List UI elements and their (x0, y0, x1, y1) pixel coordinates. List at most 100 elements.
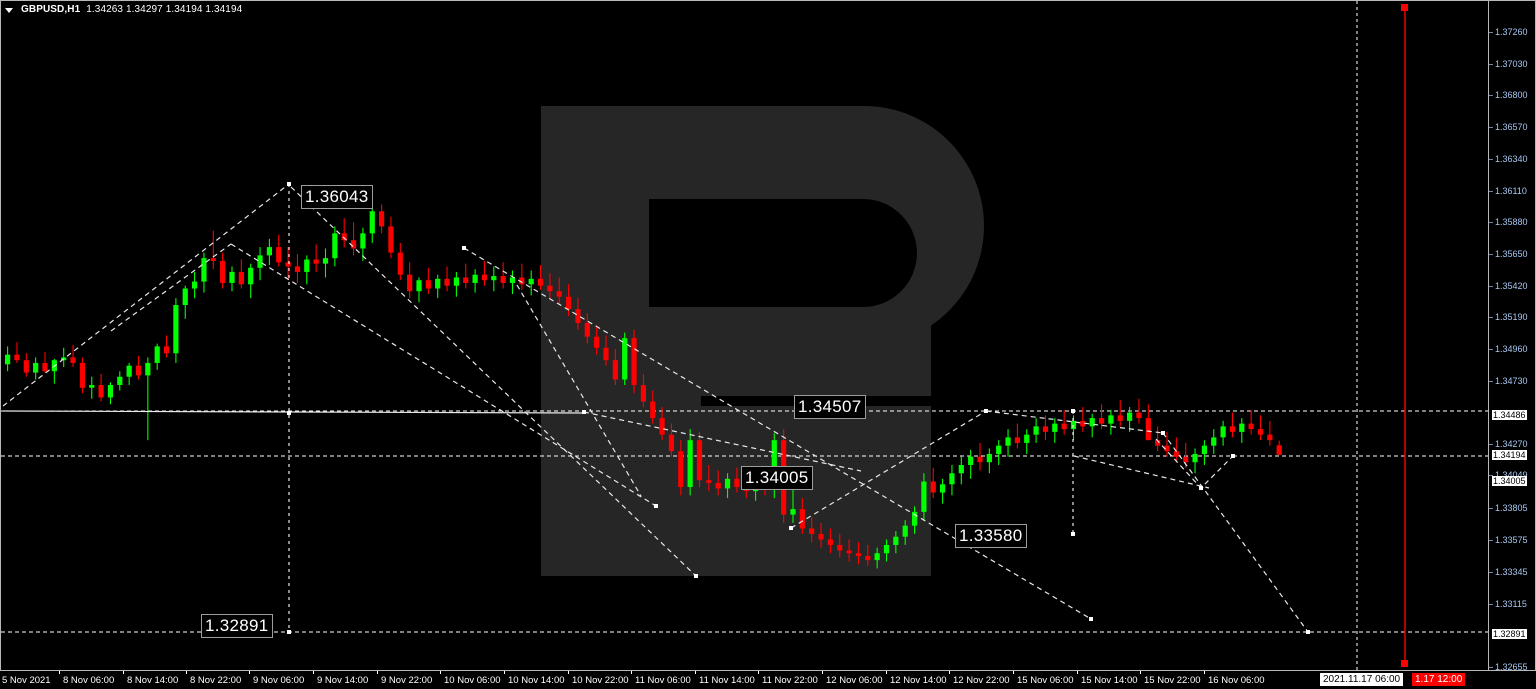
marker-handle-top (1401, 4, 1408, 11)
candle-body (1183, 456, 1189, 463)
candle-body (1220, 426, 1226, 438)
candle-body (322, 258, 329, 264)
time-tick-16: 15 Nov 06:00 (1017, 675, 1074, 686)
candle-body (220, 260, 226, 283)
candle-body (42, 362, 48, 372)
candle-body (210, 258, 216, 261)
time-axis[interactable]: 5 Nov 2021 8 Nov 06:00 8 Nov 14:00 8 Nov 22… (0, 671, 1536, 689)
candle-body (481, 274, 488, 281)
candle-body (1267, 434, 1273, 441)
candle-body (33, 362, 39, 373)
price-tick-136800: 1.36800 (1495, 90, 1528, 101)
candle-body (117, 376, 123, 386)
time-tick-mark (822, 671, 823, 674)
candle-body (285, 262, 291, 267)
candle-body (341, 233, 347, 241)
candle-body (425, 280, 431, 289)
candle-body (266, 247, 272, 256)
time-tick-2: 8 Nov 14:00 (127, 675, 179, 686)
candle-body (986, 453, 992, 463)
crosshair-cursor[interactable] (1, 1, 1489, 671)
price-tick-134730: 1.34730 (1495, 375, 1528, 386)
candle-body (276, 247, 282, 263)
candle-body (70, 357, 76, 363)
time-tick-mark (695, 671, 696, 674)
candle-body (1229, 426, 1236, 432)
time-tick-mark (313, 671, 314, 674)
candle-body (154, 346, 160, 363)
price-tick-mark (1489, 254, 1493, 255)
price-tick-mark (1489, 190, 1493, 192)
candle-body (350, 240, 357, 249)
price-tick-134270: 1.34270 (1495, 439, 1528, 450)
price-axis[interactable]: 1.37260 1.37030 1.36800 1.36570 1.36340 1.361… (1489, 0, 1536, 672)
candle-body (332, 233, 338, 259)
price-tick-132891: 1.32891 (1492, 629, 1527, 640)
candle-body (1108, 415, 1114, 424)
annotation-swing-low[interactable]: 1.32891 (201, 614, 273, 638)
candle-body (304, 259, 310, 272)
price-tick-mark (1489, 349, 1493, 351)
candle-body (1211, 437, 1217, 446)
price-tick-133575: 1.33575 (1495, 535, 1528, 546)
candle-body (5, 354, 11, 365)
candle-body (379, 211, 385, 227)
candle-body (248, 267, 254, 285)
trendline-downtrend-mid (290, 186, 697, 577)
time-tick-13: 12 Nov 06:00 (826, 675, 883, 686)
price-tick-136570: 1.36570 (1495, 122, 1528, 133)
time-tick-4: 9 Nov 06:00 (253, 675, 305, 686)
annotation-resistance[interactable]: 1.34507 (794, 395, 866, 419)
price-tick-mark (1489, 571, 1493, 573)
price-tick-mark (1489, 380, 1493, 382)
candle-body (163, 346, 170, 354)
time-tick-15: 12 Nov 22:00 (953, 675, 1010, 686)
candle-body (369, 211, 375, 234)
price-tick-137030: 1.37030 (1495, 58, 1528, 69)
candle-body (23, 360, 29, 373)
candle-body (173, 305, 179, 354)
candle-body (435, 278, 441, 289)
candle-body (126, 365, 132, 377)
annotation-target[interactable]: 1.33580 (955, 524, 1027, 548)
candle-body (1155, 440, 1161, 446)
time-tick-7: 10 Nov 06:00 (444, 675, 501, 686)
candle-body (397, 252, 403, 275)
candle-body (407, 274, 413, 292)
candle-body (107, 385, 114, 398)
time-tick-8: 10 Nov 14:00 (508, 675, 565, 686)
price-tick-mark (1489, 32, 1493, 33)
candle-body (1164, 445, 1170, 452)
price-tick-137260: 1.37260 (1495, 27, 1528, 37)
candle-body (294, 266, 301, 272)
candle-body (145, 362, 151, 376)
trendline-uptrend-upper (110, 243, 232, 332)
price-tick-136340: 1.36340 (1495, 153, 1528, 164)
price-tick-135420: 1.35420 (1495, 280, 1528, 291)
chart-symbol-header: GBPUSD,H1 1.34263 1.34297 1.34194 1.3419… (5, 4, 242, 16)
price-tick-134005: 1.34005 (1492, 475, 1527, 486)
symbol-label: GBPUSD,H1 (21, 4, 81, 15)
time-tick-10: 11 Nov 06:00 (635, 675, 691, 686)
time-tick-9: 10 Nov 22:00 (572, 675, 629, 686)
time-tick-6: 9 Nov 22:00 (381, 675, 433, 686)
candle-body (463, 277, 469, 283)
candle-body (1061, 423, 1067, 430)
price-tick-134049: 1.34049 (1495, 469, 1528, 480)
candle-body (182, 288, 188, 306)
candle-body (416, 280, 422, 292)
time-tick-0: 5 Nov 2021 (2, 675, 51, 686)
price-tick-mark (1489, 158, 1493, 160)
annotation-pivot[interactable]: 1.34005 (741, 466, 813, 490)
price-tick-135650: 1.35650 (1495, 249, 1528, 259)
candle-body (1024, 434, 1030, 443)
chart-plot-area[interactable]: 1.36043 1.34507 1.34005 1.33580 1.32891 … (0, 0, 1489, 671)
price-tick-mark (1489, 444, 1493, 446)
candle-body (201, 258, 207, 282)
annotation-swing-high[interactable]: 1.36043 (301, 185, 373, 209)
price-tick-133345: 1.33345 (1495, 566, 1528, 577)
candle-body (537, 278, 544, 286)
candle-body (1201, 445, 1207, 454)
time-tick-mark (59, 671, 60, 674)
caret-down-icon[interactable] (5, 7, 13, 13)
